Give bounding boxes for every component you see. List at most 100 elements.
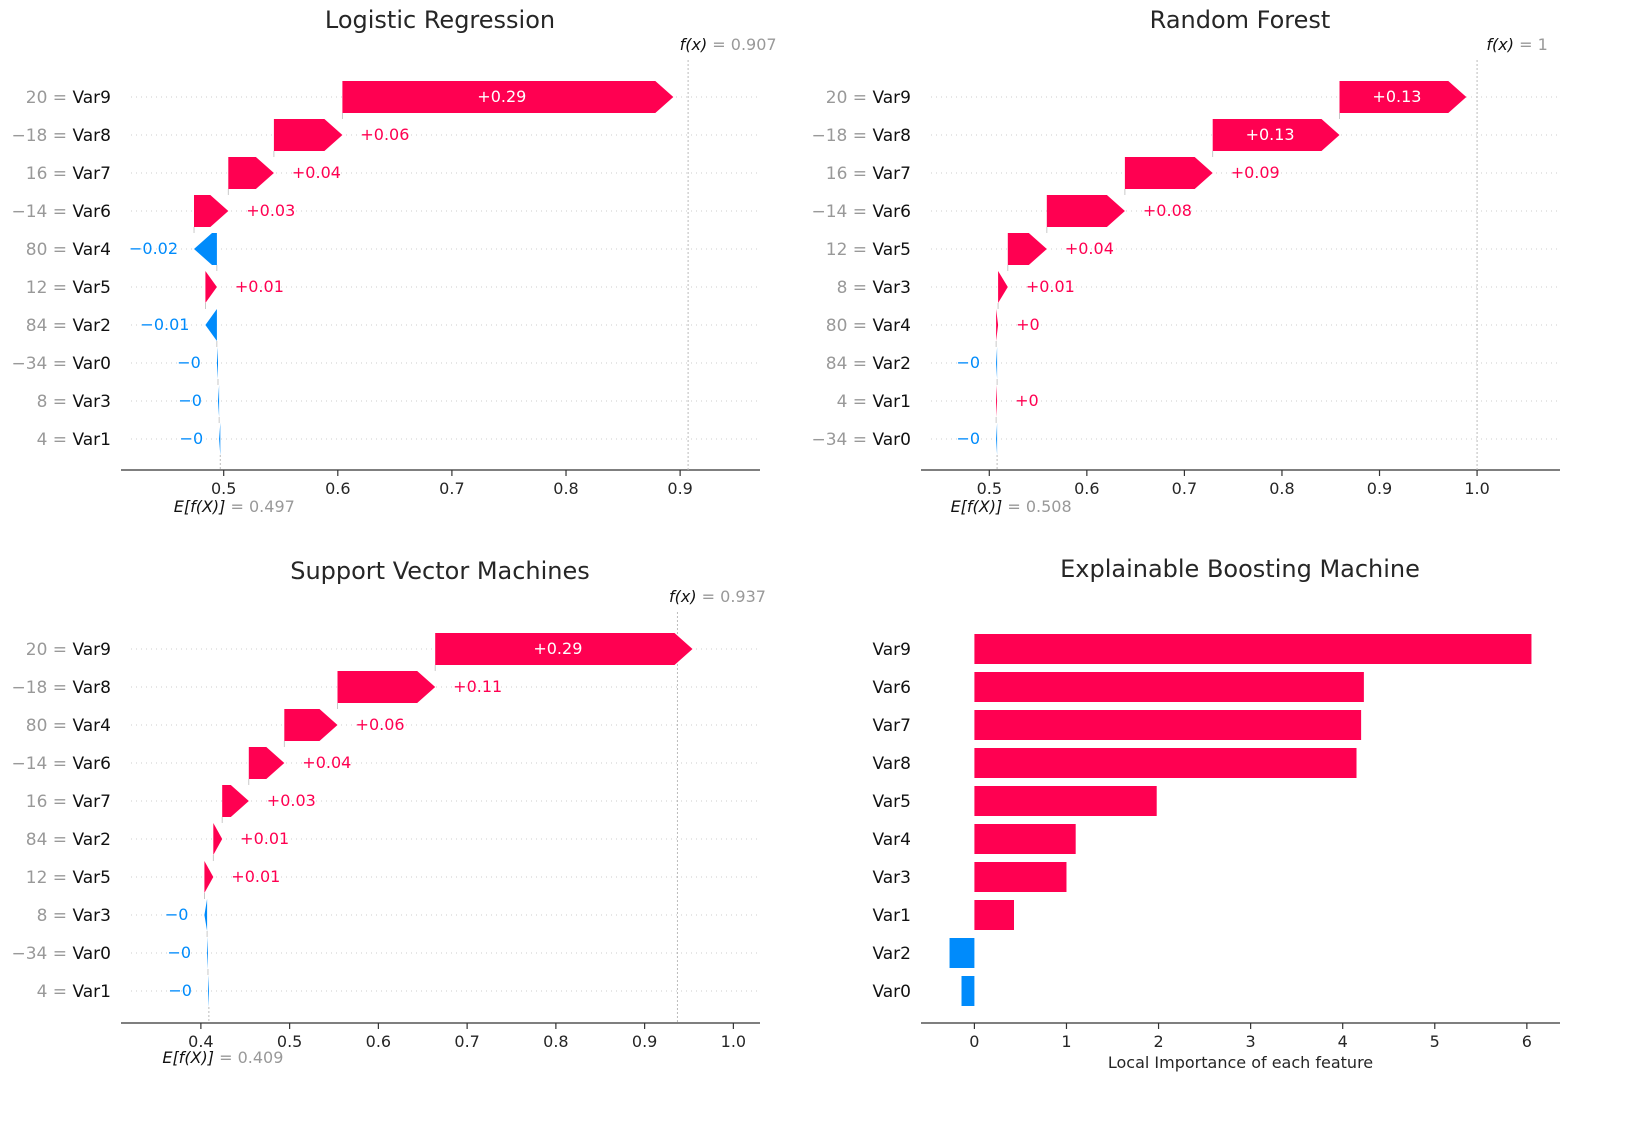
bar-var8 — [337, 671, 436, 703]
x-tick-label: 2 — [1153, 1032, 1163, 1051]
feature-name: Var5 — [872, 240, 911, 260]
x-tick-label: 0.7 — [439, 479, 464, 498]
bar-var2 — [205, 309, 217, 341]
category-label-var1: Var1 — [872, 906, 911, 926]
feature-name: Var9 — [72, 88, 111, 108]
equals-sign: = — [847, 126, 872, 146]
x-tick-label: 5 — [1430, 1032, 1440, 1051]
equals-sign: = — [47, 830, 72, 850]
contribution-label: +0.09 — [1231, 163, 1280, 182]
x-tick-label: 0.8 — [1269, 479, 1294, 498]
bar-var3 — [998, 271, 1008, 303]
base-value-label-number: = 0.409 — [219, 1048, 283, 1067]
feature-value: 16 — [826, 164, 848, 184]
contribution-label: +0.29 — [533, 639, 582, 658]
equals-sign: = — [47, 982, 72, 1002]
feature-label-var2: 84 = Var2 — [26, 830, 111, 850]
equals-sign: = — [47, 164, 72, 184]
contribution-label: +0.04 — [1065, 239, 1114, 258]
feature-name: Var3 — [72, 906, 111, 926]
feature-label-var7: 16 = Var7 — [26, 792, 111, 812]
equals-sign: = — [847, 316, 872, 336]
base-value-label: E[f(X)] = 0.508 — [951, 497, 1072, 516]
feature-value: −18 — [12, 678, 48, 698]
contribution-label: +0 — [1016, 315, 1040, 334]
bar-var1 — [996, 385, 998, 417]
feature-name: Var7 — [872, 164, 911, 184]
equals-sign: = — [47, 716, 72, 736]
bar-var5 — [204, 861, 214, 893]
contribution-label: −0.01 — [140, 315, 189, 334]
feature-label-var5: 12 = Var5 — [26, 868, 111, 888]
category-label-var0: Var0 — [872, 982, 911, 1002]
feature-label-var0: −34 = Var0 — [12, 354, 112, 374]
feature-name: Var7 — [72, 164, 111, 184]
bar-var6 — [974, 672, 1364, 702]
contribution-label: −0 — [165, 905, 189, 924]
feature-value: 84 — [826, 354, 848, 374]
feature-name: Var9 — [872, 88, 911, 108]
feature-label-var8: −18 = Var8 — [12, 126, 112, 146]
x-tick-label: 0.6 — [1074, 479, 1099, 498]
contribution-label: −0 — [167, 943, 191, 962]
feature-value: −14 — [12, 754, 48, 774]
fx-label-number: = 0.937 — [702, 587, 766, 606]
contribution-label: +0.01 — [1026, 277, 1075, 296]
feature-name: Var6 — [72, 202, 111, 222]
feature-value: 12 — [26, 868, 48, 888]
chart-title: Logistic Regression — [325, 6, 555, 34]
feature-label-var4: 80 = Var4 — [26, 716, 111, 736]
bar-var6 — [1046, 195, 1125, 227]
feature-value: 8 — [37, 392, 48, 412]
fx-label: f(x) = 1 — [1486, 35, 1547, 54]
feature-name: Var5 — [72, 278, 111, 298]
contribution-label: +0.01 — [240, 829, 289, 848]
equals-sign: = — [47, 278, 72, 298]
x-tick-label: 3 — [1246, 1032, 1256, 1051]
feature-label-var0: −34 = Var0 — [812, 430, 912, 450]
x-tick-label: 1 — [1061, 1032, 1071, 1051]
bar-var2 — [949, 938, 975, 968]
bar-var4 — [974, 824, 1076, 854]
equals-sign: = — [847, 278, 872, 298]
x-tick-label: 0.9 — [667, 479, 692, 498]
feature-label-var8: −18 = Var8 — [12, 678, 112, 698]
equals-sign: = — [47, 792, 72, 812]
feature-label-var6: −14 = Var6 — [12, 202, 112, 222]
chart-1: Logistic Regression 0.5 0.6 0.7 0.8 0.9 +0.29 2… — [12, 6, 777, 516]
feature-name: Var1 — [72, 430, 111, 450]
bar-var8 — [273, 119, 343, 151]
category-label-var9: Var9 — [872, 640, 911, 660]
fx-label: f(x) = 0.937 — [669, 587, 766, 606]
feature-label-var6: −14 = Var6 — [12, 754, 112, 774]
x-tick-label: 4 — [1338, 1032, 1348, 1051]
chart-3: Support Vector Machines 0.4 0.5 0.6 0.7 0.8 0.… — [12, 557, 766, 1067]
fx-label-number: = 1 — [1519, 35, 1548, 54]
feature-label-var3: 8 = Var3 — [37, 392, 111, 412]
equals-sign: = — [847, 88, 872, 108]
feature-name: Var8 — [72, 126, 111, 146]
contribution-label: +0.01 — [235, 277, 284, 296]
bar-var0 — [996, 423, 998, 455]
fx-label-symbol: f(x) — [669, 587, 697, 606]
feature-label-var3: 8 = Var3 — [37, 906, 111, 926]
fx-label-symbol: f(x) — [680, 35, 708, 54]
feature-value: −34 — [812, 430, 848, 450]
category-label-var7: Var7 — [872, 716, 911, 736]
contribution-label: −0 — [957, 429, 981, 448]
feature-label-var6: −14 = Var6 — [812, 202, 912, 222]
category-label-var3: Var3 — [872, 868, 911, 888]
feature-label-var1: 4 = Var1 — [837, 392, 911, 412]
feature-value: 12 — [826, 240, 848, 260]
base-value-label-value: = 0.497 — [225, 497, 294, 516]
x-tick-label: 0.8 — [553, 479, 578, 498]
bar-var7 — [974, 710, 1362, 740]
feature-value: 84 — [26, 316, 48, 336]
equals-sign: = — [47, 202, 72, 222]
contribution-label: +0.04 — [302, 753, 351, 772]
equals-sign: = — [47, 678, 72, 698]
bar-var5 — [205, 271, 217, 303]
feature-value: 80 — [26, 716, 48, 736]
feature-name: Var2 — [872, 354, 911, 374]
